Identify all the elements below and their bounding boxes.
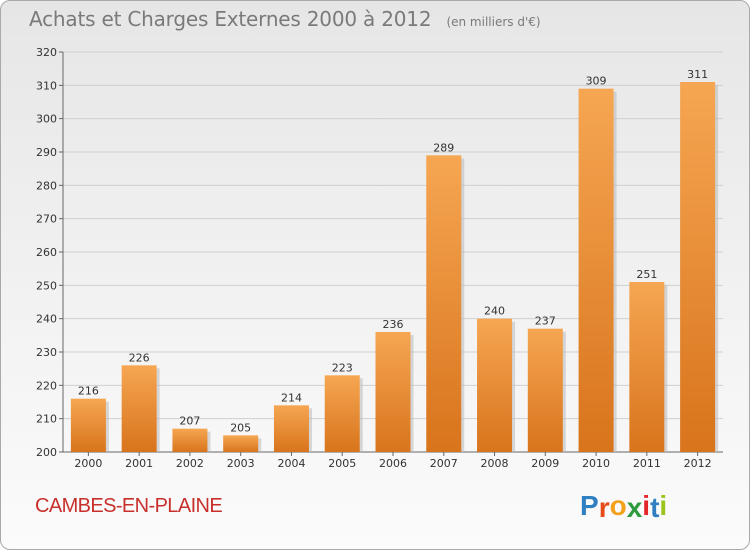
data-label: 289 bbox=[433, 141, 454, 154]
y-tick-label: 230 bbox=[36, 346, 57, 359]
x-tick-label: 2010 bbox=[582, 457, 610, 470]
bar-2012 bbox=[680, 82, 716, 452]
axes: 200 210 220 230 240 250 260 270 280 290 300 310 320 2… bbox=[36, 46, 723, 470]
x-tick-label: 2006 bbox=[379, 457, 407, 470]
proxiti-logo[interactable]: Proxiti bbox=[580, 490, 668, 523]
y-tick-label: 250 bbox=[36, 279, 57, 292]
y-tick-label: 240 bbox=[36, 313, 57, 326]
bar-2006 bbox=[375, 332, 411, 452]
data-label: 214 bbox=[281, 391, 302, 404]
data-label: 311 bbox=[687, 68, 708, 81]
logo-letter: o bbox=[609, 490, 627, 521]
bar-2008 bbox=[477, 318, 513, 452]
data-label: 236 bbox=[383, 318, 404, 331]
y-tick-label: 200 bbox=[36, 446, 57, 459]
y-tick-label: 270 bbox=[36, 213, 57, 226]
data-label: 240 bbox=[484, 305, 505, 318]
bar-2010 bbox=[578, 88, 614, 453]
bars bbox=[70, 82, 719, 453]
bar-2001 bbox=[121, 365, 157, 452]
y-tick-label: 260 bbox=[36, 246, 57, 259]
data-label: 207 bbox=[179, 415, 200, 428]
logo-letter: r bbox=[598, 492, 610, 523]
y-tick-label: 320 bbox=[36, 46, 57, 59]
bar-2011 bbox=[629, 282, 665, 452]
y-tick-label: 280 bbox=[36, 179, 57, 192]
x-tick-label: 2007 bbox=[430, 457, 458, 470]
data-label: 223 bbox=[332, 361, 353, 374]
data-label: 226 bbox=[129, 351, 150, 364]
data-label: 205 bbox=[230, 421, 251, 434]
chart-subtitle: (en milliers d'€) bbox=[446, 15, 541, 29]
logo-letter: P bbox=[580, 490, 599, 521]
bar-2002 bbox=[172, 428, 208, 452]
y-tick-label: 290 bbox=[36, 146, 57, 159]
x-tick-label: 2008 bbox=[481, 457, 509, 470]
x-tick-label: 2003 bbox=[227, 457, 255, 470]
commune-name: CAMBES-EN-PLAINE bbox=[35, 495, 223, 517]
y-tick-label: 210 bbox=[36, 413, 57, 426]
bar-2009 bbox=[527, 328, 563, 452]
x-tick-label: 2005 bbox=[328, 457, 356, 470]
logo-letter: i bbox=[659, 490, 668, 521]
data-labels: 216 226 207 205 214 223 236 289 240 237 309 251 311 bbox=[78, 68, 708, 434]
y-tick-label: 300 bbox=[36, 113, 57, 126]
logo-letter: i bbox=[642, 490, 651, 521]
data-label: 237 bbox=[535, 315, 556, 328]
logo-letter: t bbox=[650, 492, 660, 523]
bar-2004 bbox=[273, 405, 309, 452]
bar-2005 bbox=[324, 375, 360, 452]
title-row: Achats et Charges Externes 2000 à 2012 (… bbox=[29, 7, 541, 31]
x-tick-label: 2012 bbox=[684, 457, 712, 470]
x-tick-label: 2004 bbox=[277, 457, 305, 470]
y-tick-label: 220 bbox=[36, 379, 57, 392]
x-tick-label: 2011 bbox=[633, 457, 661, 470]
bar-2003 bbox=[223, 435, 259, 452]
y-tick-label: 310 bbox=[36, 79, 57, 92]
x-tick-label: 2001 bbox=[125, 457, 153, 470]
chart-title: Achats et Charges Externes 2000 à 2012 bbox=[29, 7, 432, 31]
bar-2007 bbox=[426, 155, 462, 453]
bar-2000 bbox=[70, 398, 106, 452]
data-label: 309 bbox=[586, 75, 607, 88]
x-tick-label: 2000 bbox=[74, 457, 102, 470]
data-label: 251 bbox=[636, 268, 657, 281]
logo-letter: x bbox=[626, 492, 643, 523]
x-tick-label: 2002 bbox=[176, 457, 204, 470]
x-tick-label: 2009 bbox=[531, 457, 559, 470]
data-label: 216 bbox=[78, 385, 99, 398]
